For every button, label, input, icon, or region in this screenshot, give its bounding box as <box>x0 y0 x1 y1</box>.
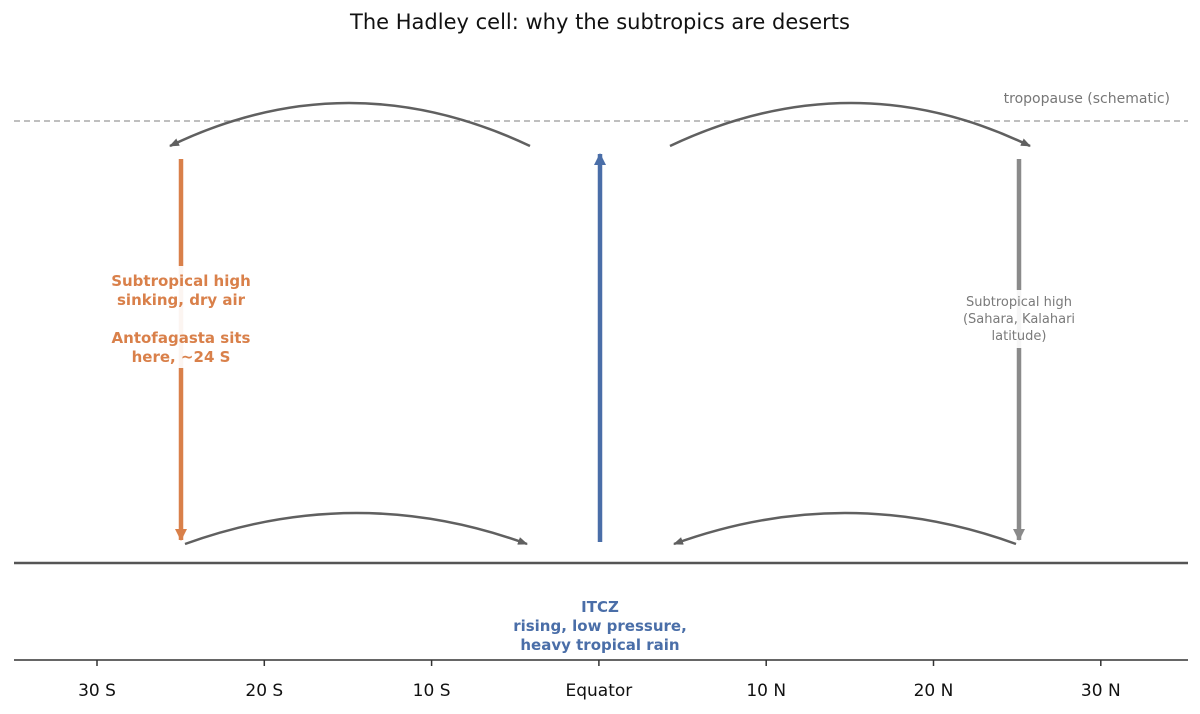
latitude-axis-ticks: 30 S 20 S 10 S Equator 10 N 20 N 30 N <box>78 660 1121 701</box>
latitude-tick-label: 10 N <box>746 681 786 701</box>
surface-flow-south-arrow <box>184 511 528 546</box>
south-high-label-line3: Antofagasta sits <box>112 329 251 347</box>
itcz-label-line3: heavy tropical rain <box>520 636 679 654</box>
north-high-label-line1: Subtropical high <box>966 295 1072 310</box>
tropopause-label: tropopause (schematic) <box>1004 91 1170 107</box>
latitude-tick-label: Equator <box>566 681 633 701</box>
latitude-tick-label: 20 N <box>914 681 954 701</box>
itcz-label-line2: rising, low pressure, <box>513 617 687 635</box>
south-high-label-bg <box>101 266 261 368</box>
latitude-tick-label: 20 S <box>245 681 283 701</box>
upper-flow-south-arrow <box>169 101 531 148</box>
itcz-label-line1: ITCZ <box>581 598 619 616</box>
south-high-label-line4: here, ~24 S <box>132 348 231 366</box>
north-high-label-bg <box>954 290 1086 348</box>
latitude-tick-label: 10 S <box>413 681 451 701</box>
south-high-label-line1: Subtropical high <box>111 272 251 290</box>
upper-flow-north-arrow <box>669 101 1031 148</box>
surface-flow-north-arrow <box>673 511 1017 546</box>
north-high-label-line2: (Sahara, Kalahari <box>963 312 1075 327</box>
latitude-tick-label: 30 N <box>1081 681 1121 701</box>
south-high-label-line2: sinking, dry air <box>117 291 246 309</box>
latitude-tick-label: 30 S <box>78 681 116 701</box>
north-high-label-line3: latitude) <box>992 329 1047 344</box>
diagram-title: The Hadley cell: why the subtropics are … <box>349 10 850 34</box>
